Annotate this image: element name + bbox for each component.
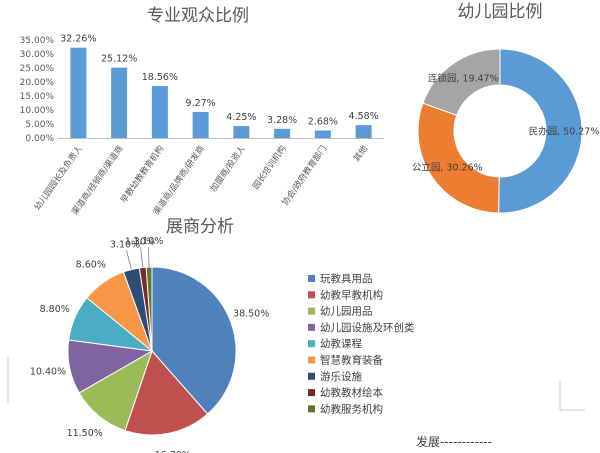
legend-label: 幼教教材绘本: [320, 386, 383, 399]
legend-swatch: [308, 389, 315, 397]
legend-swatch: [308, 372, 315, 380]
category-label: 园长培训机构: [250, 143, 288, 191]
legend-label: 幼教课程: [320, 337, 362, 350]
bar-data-label: 25.12%: [101, 54, 137, 65]
category-label: 其他: [351, 143, 370, 164]
donut-slice: [422, 48, 501, 116]
bar: [151, 86, 168, 138]
pie-legend: 玩教具用品幼教早教机构幼儿园用品幼儿园设施及环创类幼教课程智慧教育装备游乐设施幼…: [308, 272, 415, 415]
bar: [111, 67, 128, 138]
legend-label: 玩教具用品: [320, 272, 373, 285]
legend-swatch: [308, 291, 315, 299]
pie-data-label: 8.80%: [40, 304, 70, 315]
pie-leader-line: [140, 247, 144, 268]
pie-leader-line: [148, 247, 150, 268]
bar-data-label: 18.56%: [142, 72, 178, 83]
legend-swatch: [308, 323, 315, 331]
y-tick-label: 5.00%: [25, 120, 54, 130]
bar-data-label: 4.58%: [349, 111, 379, 122]
legend-label: 幼儿园用品: [320, 305, 373, 318]
pie-data-label: 3.10%: [110, 239, 140, 250]
pie-slice: [145, 266, 153, 352]
bar-data-label: 2.68%: [308, 116, 338, 127]
pie-slice: [151, 266, 237, 415]
bar-data-label: 4.25%: [226, 112, 256, 123]
pie-chart-title: 展商分析: [166, 217, 234, 237]
legend-swatch: [308, 356, 315, 364]
bar-data-label: 9.27%: [186, 98, 216, 109]
category-label: 协会/政府教育部门: [280, 143, 330, 207]
donut-data-label: 民办园, 50.27%: [529, 126, 600, 138]
y-tick-label: 30.00%: [20, 50, 55, 60]
bar-chart: 0.00% 5.00% 10.00% 15.00% 20.00% 25.00% 30.00%…: [20, 34, 384, 217]
pie-data-label: 10.40%: [30, 367, 66, 378]
bar-data-label: 32.26%: [60, 34, 96, 45]
y-tick-label: 0.00%: [25, 134, 54, 144]
category-label: 早教幼教教育机构: [118, 143, 166, 205]
legend-label: 智慧教育装备: [320, 354, 383, 367]
legend-swatch: [308, 405, 315, 413]
pie-chart: 38.50% 16.70% 11.50% 10.40% 8.80% 8.60% 3.10%1…: [30, 236, 269, 453]
bar: [70, 47, 87, 139]
footer-text: 发展------------: [416, 434, 492, 449]
legend-swatch: [308, 307, 315, 315]
pie-data-label: 16.70%: [155, 450, 191, 453]
legend-label: 幼教早教机构: [320, 288, 383, 301]
pie-data-label: 8.60%: [76, 259, 106, 270]
legend-swatch: [308, 340, 315, 348]
bar: [314, 130, 331, 138]
category-label: 加盟商/投资人: [208, 143, 248, 194]
donut-slice: [417, 102, 500, 214]
y-tick-label: 10.00%: [20, 106, 55, 116]
legend-label: 幼儿园设施及环创类: [320, 321, 415, 334]
pie-data-label: 1.30%: [125, 237, 155, 248]
donut-data-label: 公立园, 30.26%: [412, 161, 483, 173]
y-tick-label: 35.00%: [20, 36, 55, 46]
legend-label: 游乐设施: [320, 370, 362, 383]
legend-swatch: [308, 275, 315, 282]
bar: [192, 112, 209, 138]
bar: [233, 126, 250, 138]
bar-data-label: 3.28%: [267, 115, 297, 126]
pie-slice: [124, 350, 209, 436]
donut-chart-title: 幼儿园比例: [458, 2, 543, 22]
pie-data-label: 38.50%: [233, 309, 269, 320]
y-tick-label: 20.00%: [20, 78, 55, 88]
donut-data-label: 连锁园, 19.47%: [428, 73, 499, 85]
bar: [274, 128, 291, 138]
pie-data-label: 11.50%: [67, 428, 103, 439]
legend-label: 幼教服务机构: [320, 402, 383, 415]
bar: [355, 125, 372, 138]
y-tick-label: 25.00%: [20, 64, 55, 74]
pie-leader-line: [126, 250, 132, 270]
bar-chart-title: 专业观众比例: [147, 6, 249, 26]
pie-data-label: 1.10%: [133, 236, 163, 247]
y-tick-label: 15.00%: [20, 92, 55, 102]
donut-chart: 民办园, 50.27% 公立园, 30.26% 连锁园, 19.47%: [412, 48, 600, 214]
donut-slice: [498, 48, 583, 214]
